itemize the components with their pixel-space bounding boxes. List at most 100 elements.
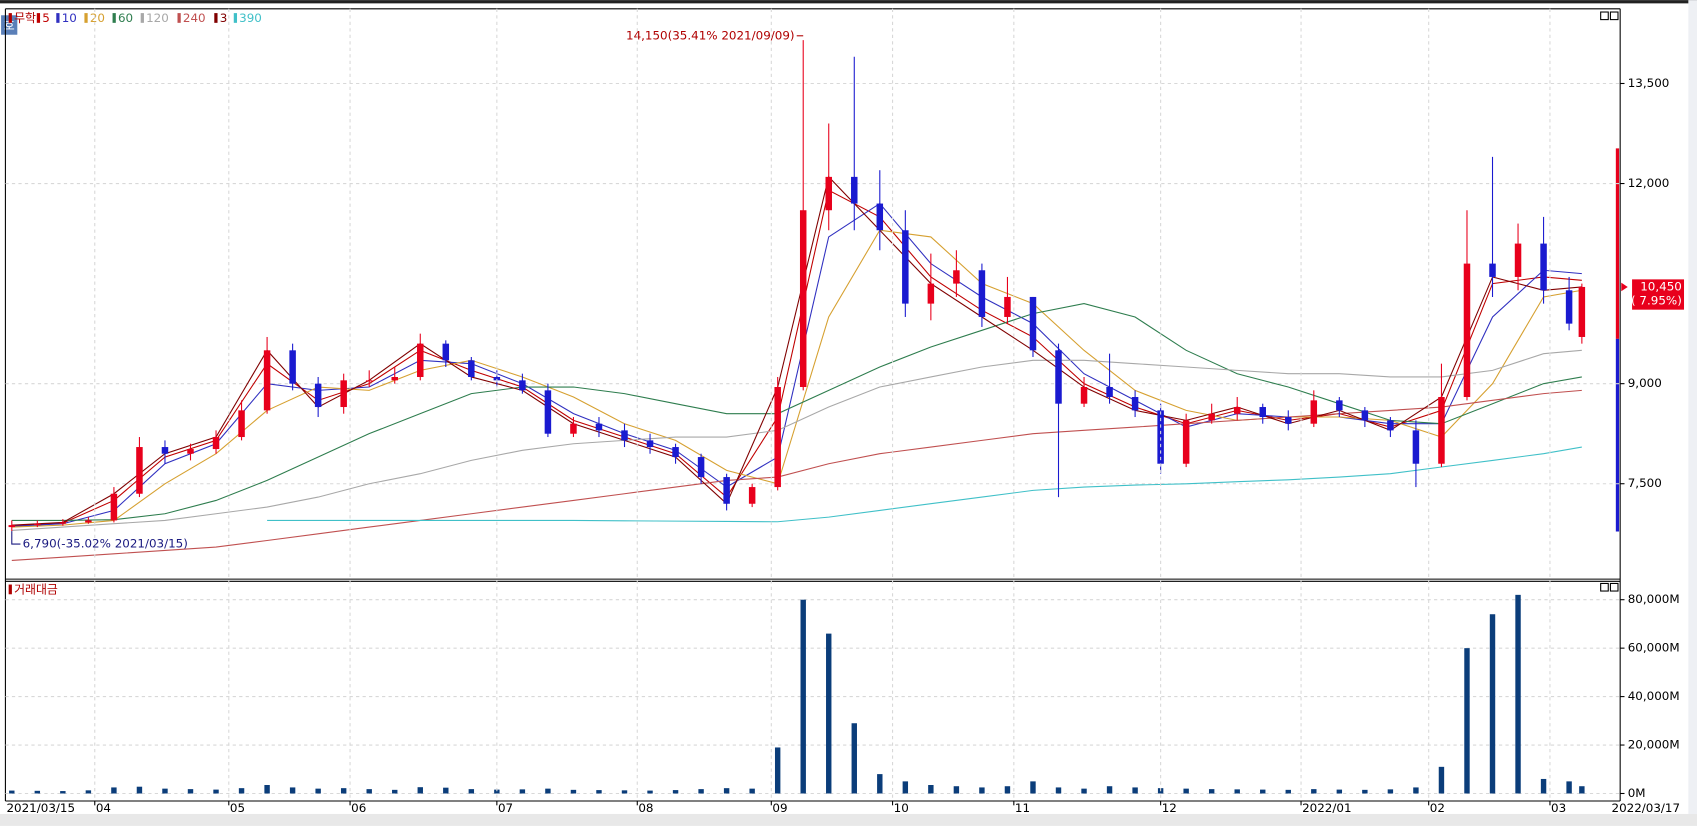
candle-body xyxy=(468,360,475,378)
legend-swatch xyxy=(56,13,60,23)
legend-swatch xyxy=(112,13,116,23)
candle-body xyxy=(493,377,501,381)
candle-body xyxy=(1233,407,1241,414)
volume-bar xyxy=(1055,787,1062,794)
x-tick-label: 05 xyxy=(230,801,245,815)
candle-body xyxy=(1514,243,1522,277)
candle-body xyxy=(1361,410,1369,421)
x-tick-label: 12 xyxy=(1162,801,1177,815)
volume-bar xyxy=(1285,789,1291,794)
volume-bar xyxy=(545,788,551,794)
volume-bar xyxy=(392,789,398,794)
volume-bar xyxy=(1438,766,1445,794)
volume-bar xyxy=(1030,781,1036,794)
y-tick-label: 13,500 xyxy=(1628,76,1670,90)
candle-body xyxy=(902,230,909,304)
volume-bar xyxy=(60,791,66,794)
volume-bar xyxy=(264,785,270,794)
volume-bar xyxy=(85,790,92,794)
volume-bar xyxy=(570,789,577,794)
x-tick-label: 02 xyxy=(1430,801,1445,815)
candle-body xyxy=(1412,430,1420,464)
volume-bar xyxy=(800,599,806,794)
candle-body xyxy=(1157,410,1164,464)
candle-body xyxy=(621,430,628,441)
volume-bar xyxy=(136,786,143,794)
ma-line xyxy=(11,189,1582,527)
low-annotation: 6,790(-35.02% 2021/03/15) xyxy=(23,537,188,551)
volume-bar xyxy=(1362,789,1368,794)
legend-swatch xyxy=(8,13,12,23)
panel-button[interactable] xyxy=(1609,11,1619,21)
volume-bar xyxy=(698,789,704,794)
candle-body xyxy=(34,523,41,526)
legend-swatch xyxy=(177,13,181,23)
x-tick-label: 11 xyxy=(1015,801,1030,815)
x-tick-label: 03 xyxy=(1551,801,1566,815)
candle-body xyxy=(1004,296,1011,317)
volume-bar xyxy=(1413,787,1419,794)
last-price: 10,450 xyxy=(1640,279,1682,293)
candle-body xyxy=(289,350,296,384)
volume-bar xyxy=(340,788,347,794)
volume-bar xyxy=(1464,648,1470,794)
volume-bar xyxy=(443,787,449,794)
y-tick-label: 0M xyxy=(1628,786,1646,800)
y-tick-label: 9,000 xyxy=(1628,376,1662,390)
price-pointer xyxy=(1621,282,1628,292)
candle-body xyxy=(570,423,577,434)
volume-bar xyxy=(621,790,628,794)
volume-bar xyxy=(289,787,296,794)
candle-body xyxy=(646,440,654,448)
volume-bar xyxy=(9,790,15,794)
candle-body xyxy=(187,449,194,454)
volume-bar xyxy=(1566,781,1572,794)
legend-label: 390 xyxy=(239,11,262,25)
candle-body xyxy=(1285,417,1292,424)
y-tick-label: 80,000M xyxy=(1628,592,1680,606)
volume-bar xyxy=(111,787,117,794)
candle-body xyxy=(876,203,884,231)
high-annotation: 14,150(35.41% 2021/09/09) xyxy=(626,28,795,42)
y-tick-label: 7,500 xyxy=(1628,476,1662,490)
candle-body xyxy=(365,380,373,382)
candle-body xyxy=(825,176,832,211)
panel-button[interactable] xyxy=(1609,582,1619,592)
volume-bar xyxy=(417,787,423,794)
volume-bar xyxy=(596,790,602,794)
volume-bar xyxy=(723,788,730,794)
candle-body xyxy=(417,343,424,378)
volume-bar xyxy=(749,788,755,794)
candle-body xyxy=(1106,387,1113,398)
volume-bar xyxy=(953,786,960,794)
panel-button[interactable] xyxy=(1600,11,1609,21)
volume-bar xyxy=(672,790,679,794)
candle-body xyxy=(238,410,245,438)
candle-body xyxy=(8,525,16,528)
volume-bar xyxy=(1260,789,1266,794)
y-tick-label: 60,000M xyxy=(1628,641,1680,655)
candle-body xyxy=(59,522,67,524)
volume-bar xyxy=(1183,788,1189,794)
candle-body xyxy=(927,283,935,304)
volume-bar xyxy=(877,774,883,794)
legend-swatch xyxy=(84,13,88,23)
ma-line xyxy=(11,229,1582,528)
candle-body xyxy=(544,390,552,434)
volume-bar xyxy=(851,723,857,794)
candle-body xyxy=(953,270,960,284)
x-tick-label: 09 xyxy=(772,801,787,815)
panel-button[interactable] xyxy=(1600,582,1609,592)
scroll-area xyxy=(1688,0,1697,826)
legend-swatch xyxy=(8,584,12,595)
legend-label: 60 xyxy=(118,11,133,25)
tab-button-label: 호 xyxy=(4,19,15,33)
legend-label: 240 xyxy=(183,11,206,25)
volume-bar xyxy=(826,633,832,794)
candle-body xyxy=(851,176,858,204)
candle-body xyxy=(748,487,756,504)
price-tag xyxy=(1632,279,1685,310)
volume-bar xyxy=(213,789,219,794)
volume-bar xyxy=(1132,787,1138,794)
